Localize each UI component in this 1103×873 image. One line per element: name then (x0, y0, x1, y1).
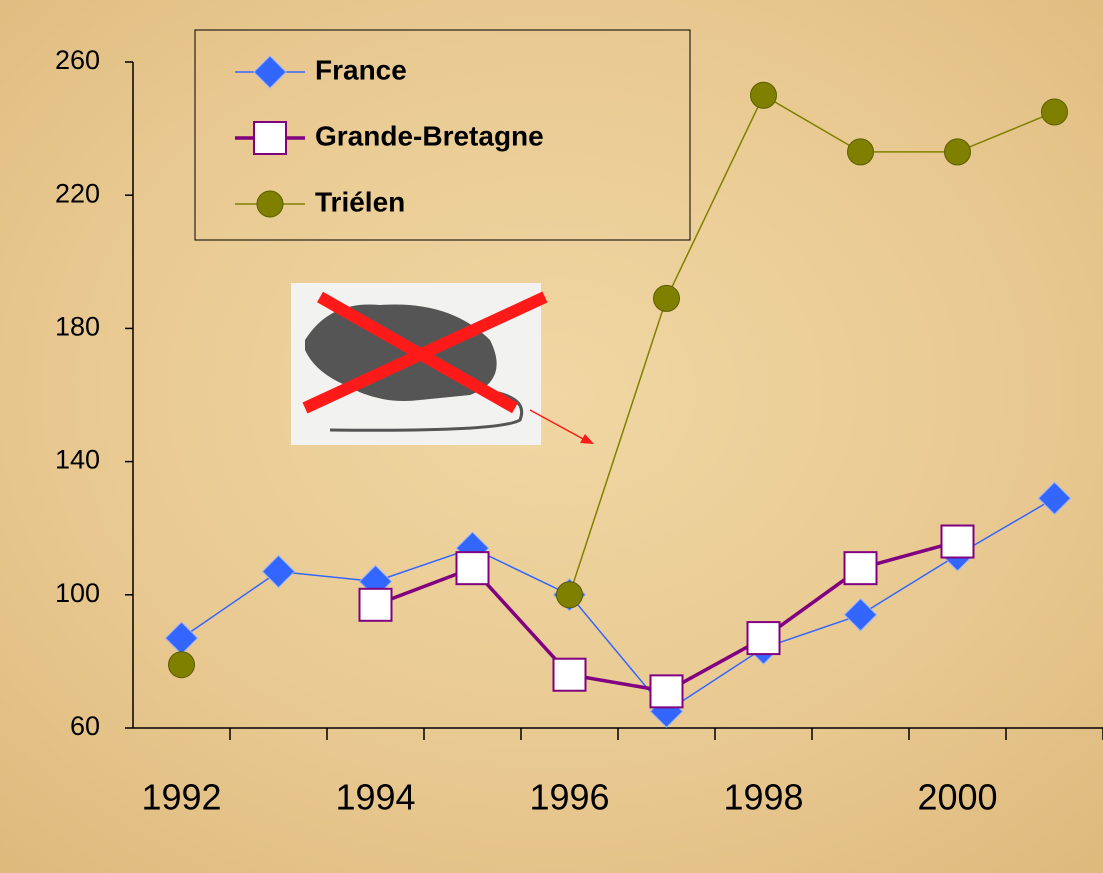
data-point (557, 582, 583, 608)
y-tick-label: 140 (55, 445, 100, 475)
chart: 60 100 140 180 220 260 1992 1994 1996 1998 2000 Fra… (0, 0, 1103, 873)
x-tick-label: 1994 (335, 777, 415, 818)
y-tick-label: 180 (55, 312, 100, 342)
data-point (942, 526, 974, 558)
data-point (1042, 99, 1068, 125)
x-tick-label: 1998 (723, 777, 803, 818)
data-point (651, 675, 683, 707)
data-point (169, 652, 195, 678)
y-tick-label: 100 (55, 578, 100, 608)
data-point (554, 659, 586, 691)
data-point (360, 589, 392, 621)
legend-label: France (315, 54, 407, 85)
y-tick-label: 260 (55, 45, 100, 75)
data-point (945, 139, 971, 165)
x-tick-label: 2000 (917, 777, 997, 818)
legend-marker (254, 122, 286, 154)
x-tick-label: 1992 (141, 777, 221, 818)
data-point (457, 552, 489, 584)
data-point (848, 139, 874, 165)
data-point (751, 82, 777, 108)
y-tick-label: 60 (70, 711, 100, 741)
x-tick-label: 1996 (529, 777, 609, 818)
legend-marker (257, 191, 283, 217)
data-point (748, 622, 780, 654)
data-point (845, 552, 877, 584)
data-point (654, 285, 680, 311)
legend-label: Grande-Bretagne (315, 120, 544, 151)
legend-label: Triélen (315, 186, 405, 217)
y-tick-label: 220 (55, 178, 100, 208)
background (0, 0, 1103, 873)
